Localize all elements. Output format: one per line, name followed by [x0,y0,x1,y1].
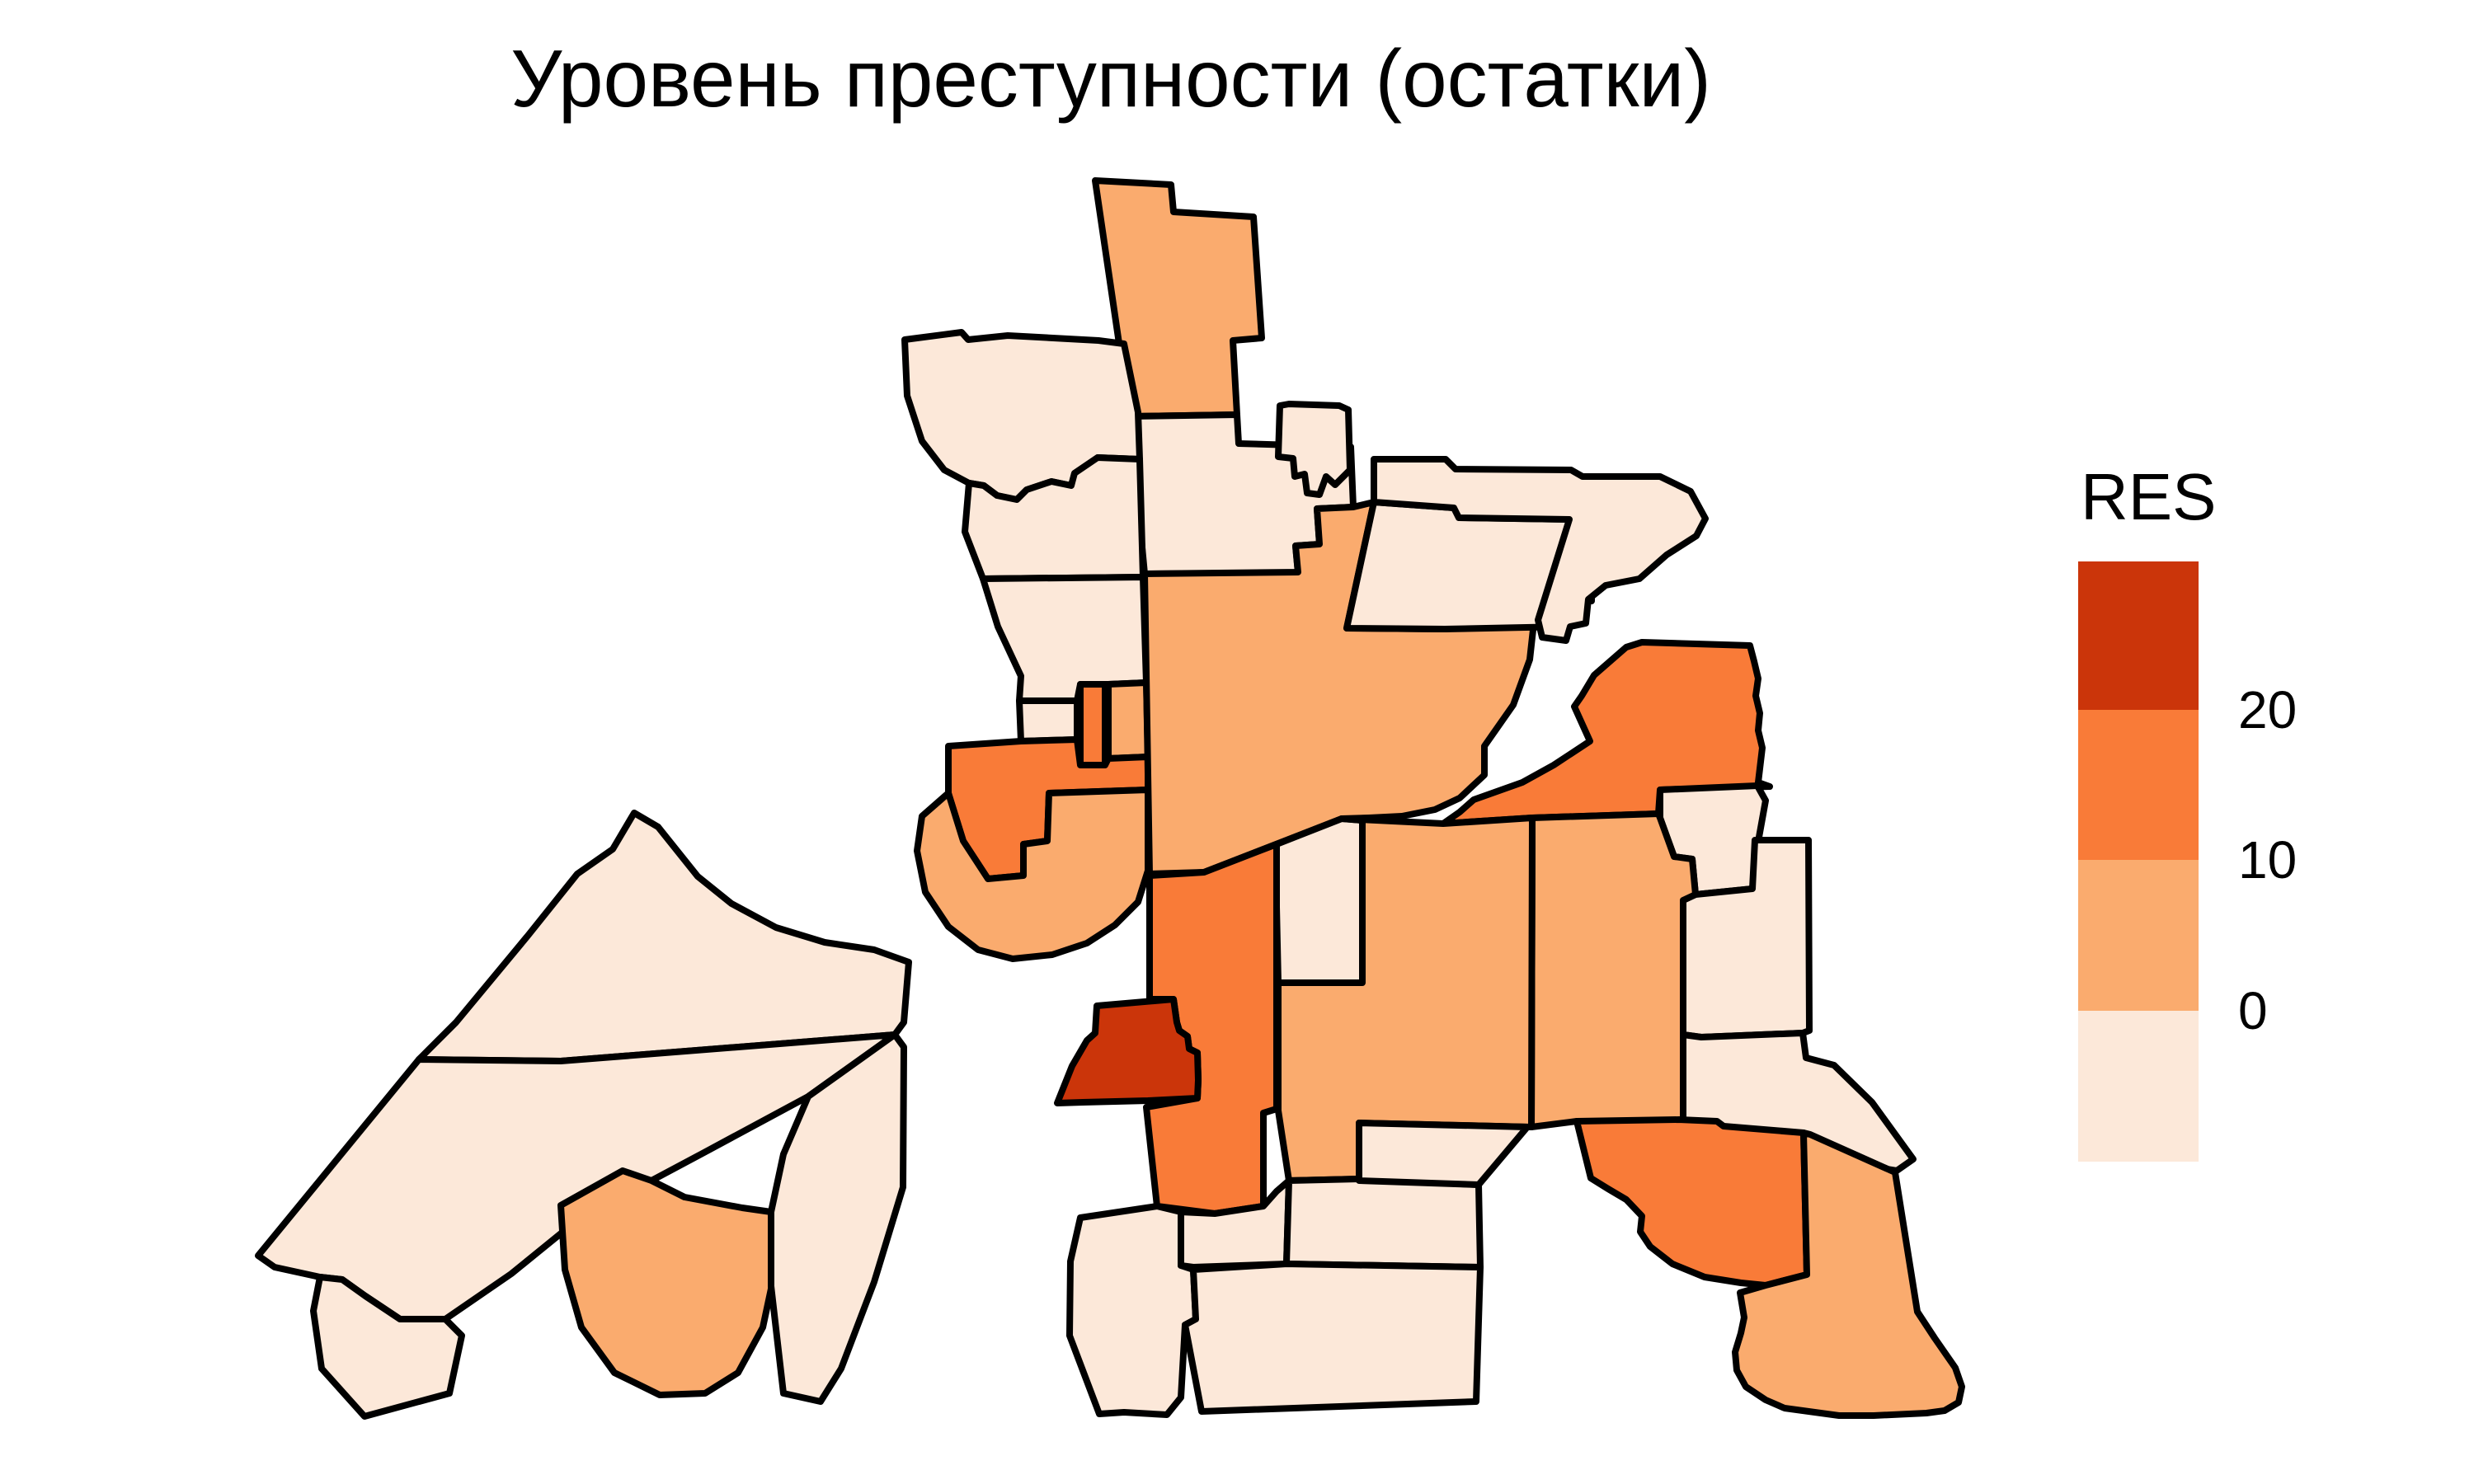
legend-swatch-light [2078,860,2199,1011]
map-region-e-light-column [1528,810,1699,1130]
map-region-s-b4 [1182,1261,1484,1415]
map-region-sw-fan [557,1167,778,1398]
map-region-s-band [1356,1120,1531,1188]
map-region-w-finger-light [1105,679,1151,762]
chart-title: Уровень преступности (остатки) [510,33,1711,124]
map-region-s-b1 [1066,1203,1199,1418]
map-region-se-blob [1573,1116,1810,1289]
legend-swatch-dark [2078,561,2199,710]
legend-title: RES [2081,460,2217,533]
map-region-se-boot [1732,1129,1965,1419]
map-region-ne-band [1371,456,1709,644]
legend-swatch-medium [2078,710,2199,860]
map-region-w-finger-med [1077,681,1108,768]
map-region-s-b3 [1283,1176,1484,1270]
map-region-c-slot [1273,815,1366,986]
map-region-c-dark [1054,996,1202,1106]
map-region-sw-blocks [768,1031,907,1405]
map-region-n-fork [1275,401,1353,498]
legend-tick-20: 20 [2238,680,2297,740]
map-region-w-wing [416,810,912,1064]
legend-swatch-pale [2078,1011,2199,1162]
legend-tick-10: 10 [2238,830,2297,890]
map-region-w-wedge [1016,697,1080,744]
map-regions [255,177,1965,1420]
map-region-sw-tail [310,1274,465,1420]
map-region-w-hook [914,787,1151,962]
legend-tick-0: 0 [2238,981,2268,1040]
legend: RES 20 10 0 [2078,460,2297,1162]
